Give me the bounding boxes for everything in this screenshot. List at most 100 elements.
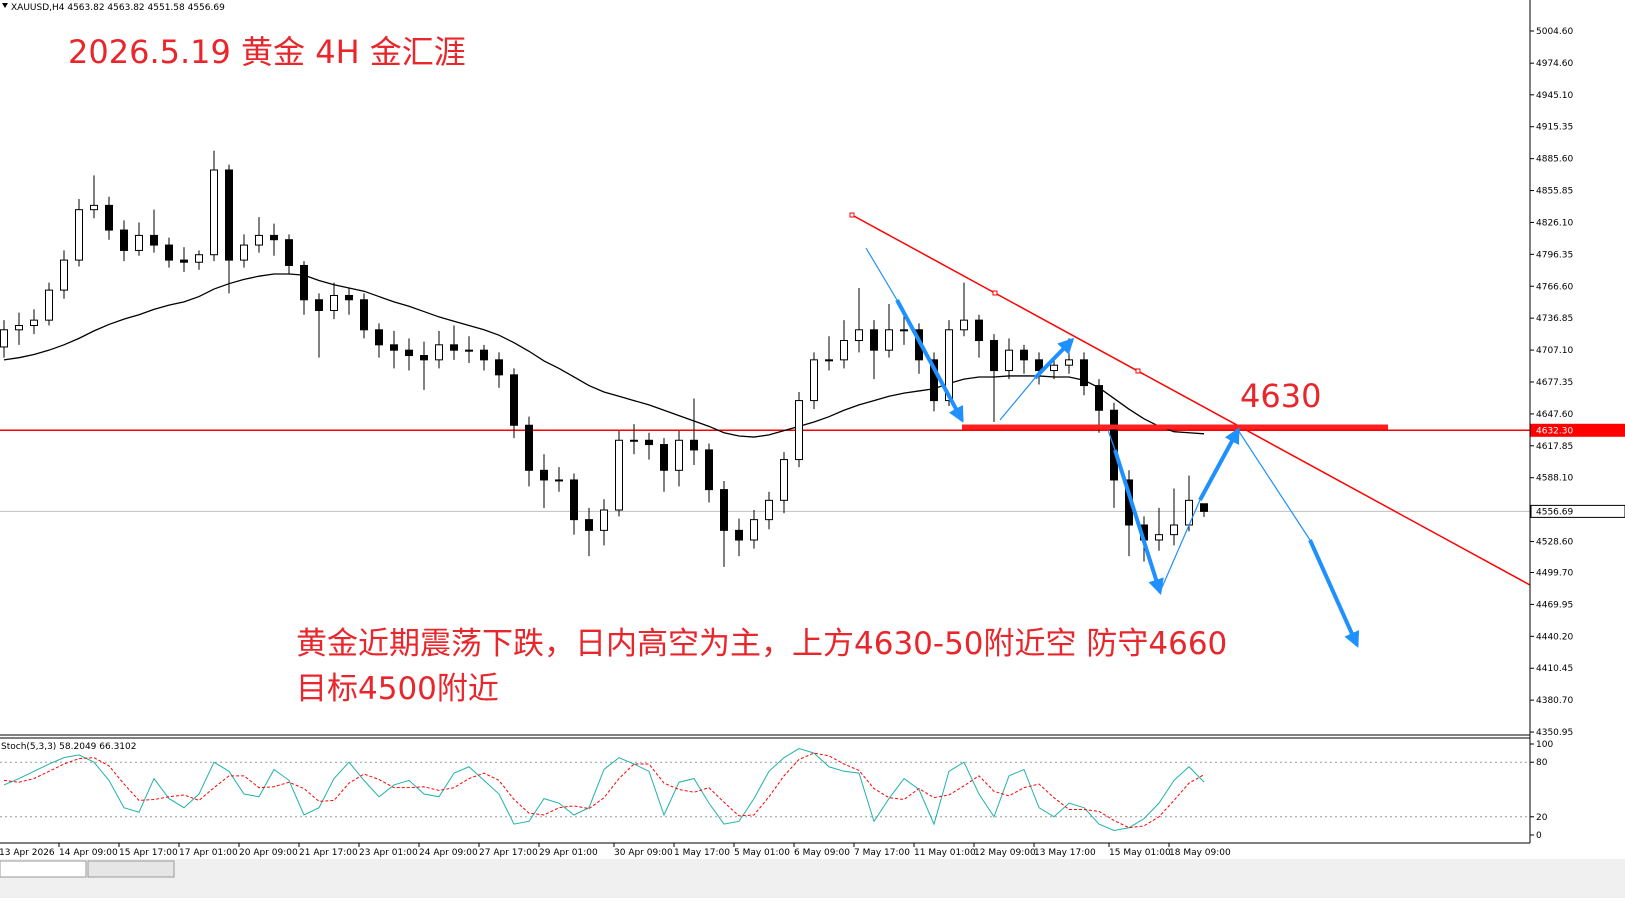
y-tick-label: 4885.60 xyxy=(1536,155,1573,165)
chart-title: 2026.5.19 黄金 4H 金汇涯 xyxy=(68,33,466,71)
moving-average xyxy=(3,273,1205,438)
price-tag xyxy=(1530,423,1625,437)
candle-body xyxy=(0,329,8,348)
y-tick-label: 4766.60 xyxy=(1536,282,1573,292)
x-tick-label: 5 May 01:00 xyxy=(734,848,790,858)
candle-body xyxy=(720,489,728,531)
candle-body xyxy=(870,329,878,351)
x-tick-label: 27 Apr 17:00 xyxy=(479,848,538,858)
candle-body xyxy=(645,439,653,446)
candle-body xyxy=(120,229,128,251)
y-tick-label: 4588.10 xyxy=(1536,474,1573,484)
candle-body xyxy=(465,349,473,352)
candle-body xyxy=(105,204,113,231)
candle-body xyxy=(540,469,548,481)
y-tick-label: 4855.85 xyxy=(1536,187,1573,197)
x-tick-label: 1 May 17:00 xyxy=(674,848,730,858)
y-tick-label: 4826.10 xyxy=(1536,218,1573,228)
arrow-thin xyxy=(1159,499,1201,593)
y-tick-label: 4736.85 xyxy=(1536,314,1573,324)
arrow xyxy=(1033,337,1075,380)
arrow-thin xyxy=(1237,429,1311,541)
y-tick-label: 5004.60 xyxy=(1536,27,1573,37)
candle-body xyxy=(225,169,233,261)
candle-body xyxy=(360,299,368,331)
y-tick-label: 4350.95 xyxy=(1536,728,1573,738)
candle-body xyxy=(495,359,503,376)
x-tick-label: 29 Apr 01:00 xyxy=(539,848,598,858)
y-tick-label: 4528.60 xyxy=(1536,538,1573,548)
x-tick-label: 20 Apr 09:00 xyxy=(239,848,298,858)
candle-body xyxy=(330,294,338,311)
tab-bar xyxy=(0,859,1625,898)
candle-body xyxy=(885,329,893,351)
tab[interactable] xyxy=(87,860,175,878)
candle-body xyxy=(420,355,428,361)
candle-body xyxy=(240,244,248,261)
arrow xyxy=(1113,449,1164,596)
stoch-tick-label: 0 xyxy=(1536,831,1542,841)
trend-handle xyxy=(1135,368,1141,374)
menu-arrow[interactable] xyxy=(2,3,8,8)
candle-body xyxy=(60,259,68,291)
x-tick-label: 17 Apr 01:00 xyxy=(179,848,238,858)
candle-body xyxy=(705,449,713,491)
x-tick-label: 13 May 17:00 xyxy=(1034,848,1096,858)
y-tick-label: 4440.20 xyxy=(1536,632,1573,642)
candle-body xyxy=(585,519,593,531)
trend-line xyxy=(851,214,1531,586)
candle-body xyxy=(765,499,773,521)
candle-body xyxy=(75,209,83,261)
candle-body xyxy=(195,254,203,263)
candle-body xyxy=(840,340,848,361)
candle-body xyxy=(990,340,998,372)
tab[interactable] xyxy=(0,860,87,878)
x-tick-label: 21 Apr 17:00 xyxy=(299,848,358,858)
candle-body xyxy=(690,439,698,451)
candle-body xyxy=(300,264,308,301)
candle-body xyxy=(795,400,803,461)
candle-body xyxy=(675,439,683,471)
x-tick-label: 15 Apr 17:00 xyxy=(119,848,178,858)
candle-body xyxy=(165,244,173,261)
y-tick-label: 4617.85 xyxy=(1536,442,1573,452)
candle-body xyxy=(1005,349,1013,372)
x-tick-label: 7 May 17:00 xyxy=(854,848,910,858)
x-tick-label: 30 Apr 09:00 xyxy=(614,848,673,858)
candle-body xyxy=(45,289,53,321)
x-tick-label: 18 May 09:00 xyxy=(1169,848,1231,858)
y-tick-label: 4647.60 xyxy=(1536,410,1573,420)
candle-body xyxy=(135,234,143,251)
candle-body xyxy=(1095,385,1103,411)
candle-body xyxy=(315,299,323,311)
trend-handle xyxy=(992,290,998,296)
marks-layer xyxy=(0,150,1208,567)
candle-body xyxy=(345,294,353,301)
y-tick-label: 4677.35 xyxy=(1536,378,1573,388)
candle-body xyxy=(255,234,263,246)
price-tag xyxy=(1530,504,1625,518)
candle-body xyxy=(525,424,533,471)
note-line: 目标4500附近 xyxy=(296,671,499,707)
candle-body xyxy=(435,344,443,361)
candle-body xyxy=(30,319,38,327)
stoch-line xyxy=(3,748,1205,831)
note-line: 黄金近期震荡下跌，日内高空为主，上方4630-50附近空 防守4660 xyxy=(296,626,1227,662)
candle-body xyxy=(960,319,968,331)
candle-body xyxy=(810,359,818,402)
candle-body xyxy=(735,529,743,541)
y-tick-label: 4974.60 xyxy=(1536,59,1573,69)
x-tick-label: 12 May 09:00 xyxy=(974,848,1036,858)
candle-body xyxy=(900,329,908,332)
x-tick-label: 11 May 01:00 xyxy=(914,848,976,858)
stoch-tick-label: 100 xyxy=(1536,740,1553,750)
candle-body xyxy=(630,439,638,442)
arrow xyxy=(1198,427,1240,501)
y-tick-label: 4915.35 xyxy=(1536,123,1573,133)
candle-body xyxy=(1185,499,1193,526)
indicator-label: Stoch(5,3,3) 58.2049 66.3102 xyxy=(1,742,136,752)
candle-body xyxy=(1020,349,1028,361)
y-tick-label: 4499.70 xyxy=(1536,569,1573,579)
candle-body xyxy=(390,344,398,351)
